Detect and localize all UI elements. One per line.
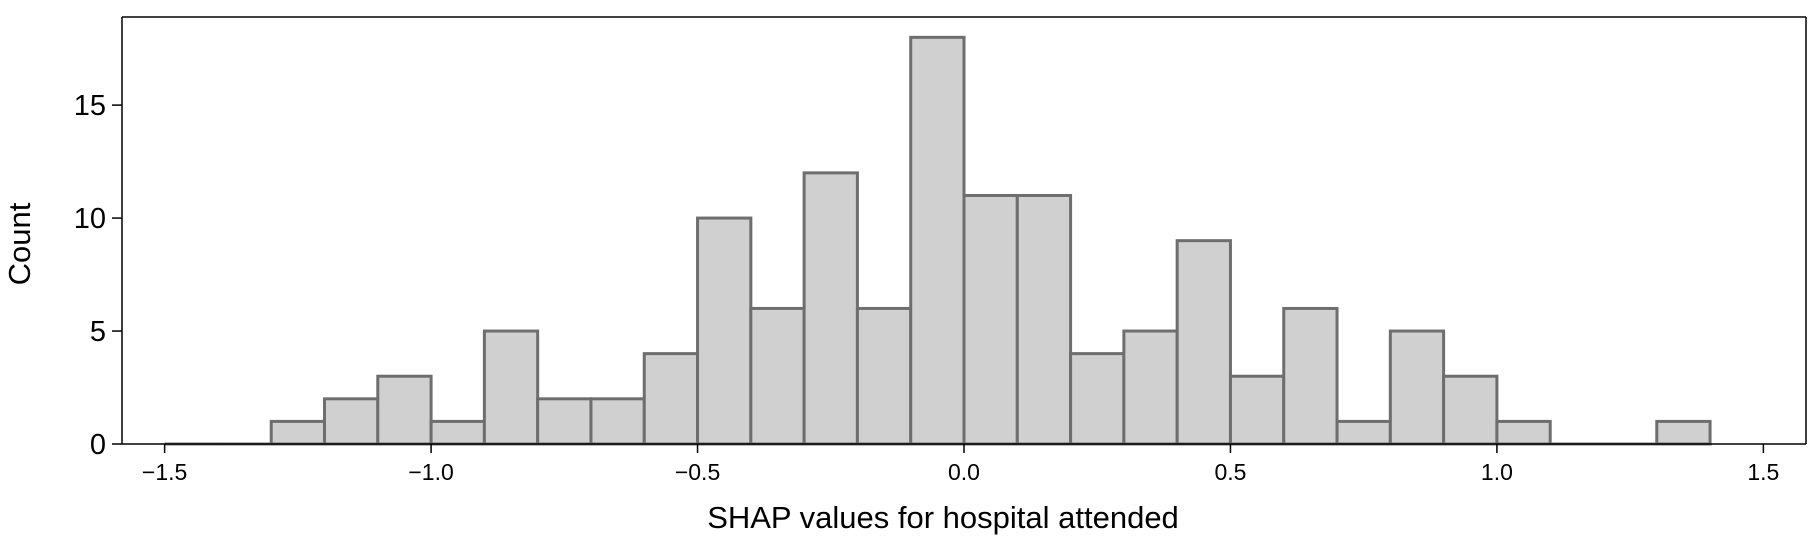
histogram-bar	[1228, 374, 1286, 446]
histogram-bar	[1069, 352, 1126, 446]
y-axis-label: Count	[2, 202, 37, 285]
histogram-bar	[855, 306, 913, 446]
histogram-bar	[429, 419, 486, 446]
histogram-bar	[749, 306, 806, 446]
histogram-bar	[323, 397, 380, 446]
y-tick-label: 10	[74, 203, 106, 235]
histogram-bar	[269, 419, 327, 446]
x-tick-label: 1.0	[1481, 459, 1513, 485]
histogram-bar	[1442, 374, 1499, 446]
y-tick-label: 0	[90, 429, 106, 461]
histogram-bar	[1122, 329, 1179, 446]
histogram-bar	[1175, 239, 1232, 446]
histogram-bar	[589, 397, 646, 446]
x-tick-label: 0.5	[1214, 459, 1246, 485]
x-tick-label: 1.5	[1747, 459, 1779, 485]
histogram-bar	[1282, 306, 1339, 446]
histogram-bar	[1655, 419, 1712, 446]
histogram-bars	[164, 35, 1712, 446]
x-tick-label: 0.0	[948, 459, 980, 485]
x-tick-label: −1.5	[142, 459, 187, 485]
histogram-bar	[642, 352, 700, 446]
x-tick-label: −1.0	[408, 459, 453, 485]
histogram-bar	[376, 374, 433, 446]
x-axis-ticks: −1.5 −1.0 −0.5 0.0 0.5 1.0 1.5	[142, 444, 1779, 485]
histogram-bar	[962, 193, 1019, 446]
histogram-bar	[482, 329, 540, 446]
histogram-bar	[1335, 419, 1392, 446]
histogram-bar	[1388, 329, 1446, 446]
histogram-bar	[536, 397, 593, 446]
histogram-bar	[802, 171, 859, 446]
x-tick-label: −0.5	[675, 459, 720, 485]
y-axis-ticks: 0 5 10 15	[74, 90, 122, 461]
histogram-bar	[1015, 193, 1073, 446]
x-axis-label: SHAP values for hospital attended	[707, 500, 1179, 535]
histogram-bar	[1495, 419, 1552, 446]
histogram-bar	[696, 216, 753, 446]
y-tick-label: 15	[74, 90, 106, 122]
histogram-bar	[909, 35, 966, 446]
y-tick-label: 5	[90, 316, 106, 348]
